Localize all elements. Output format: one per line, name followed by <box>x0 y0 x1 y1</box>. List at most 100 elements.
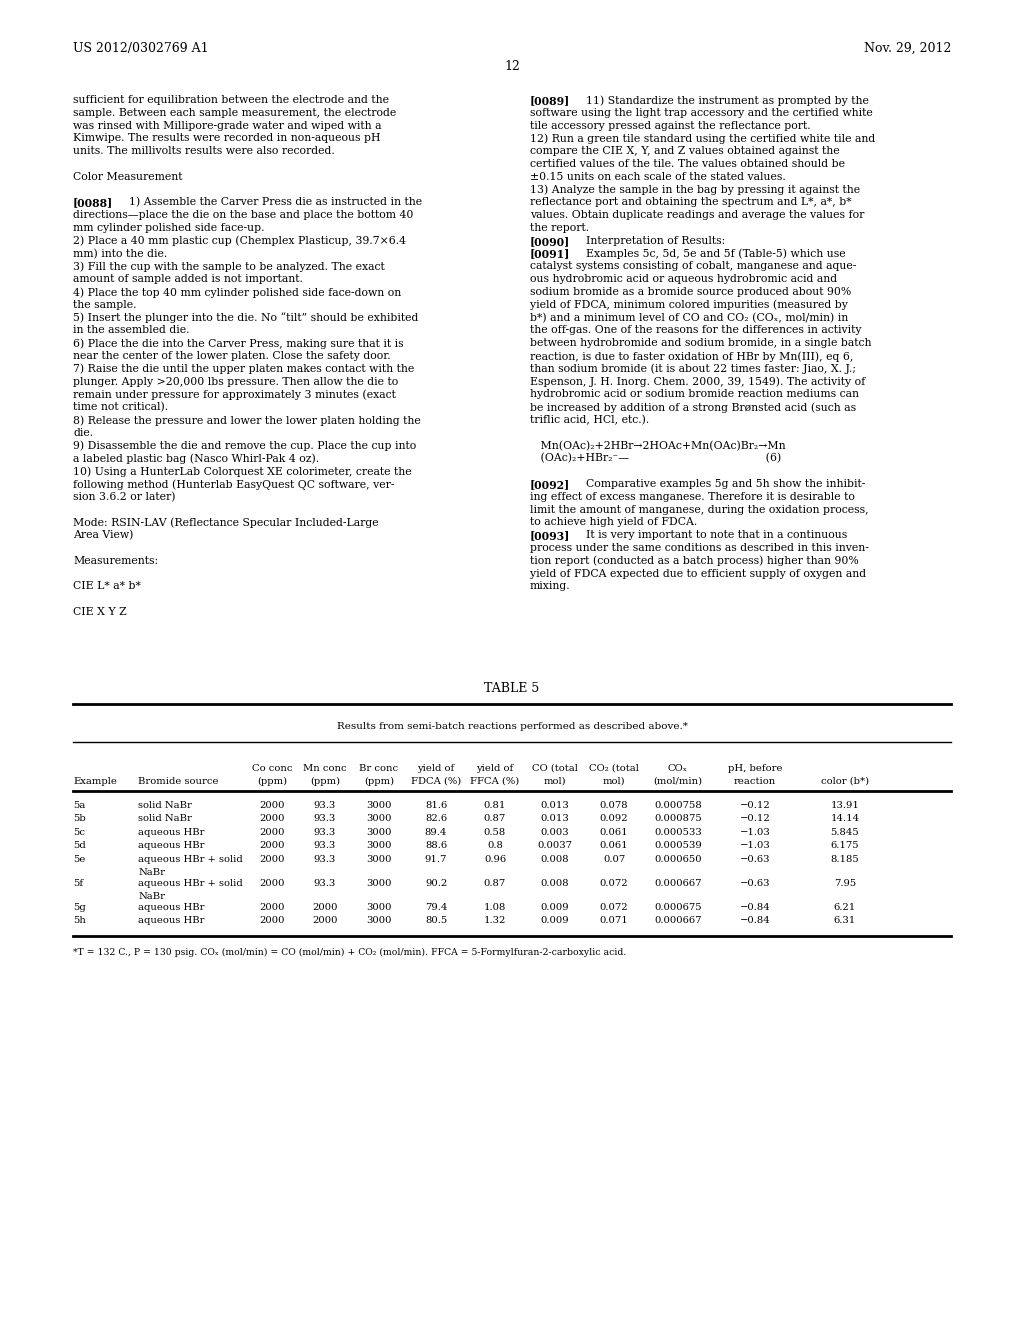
Text: to achieve high yield of FDCA.: to achieve high yield of FDCA. <box>530 517 697 528</box>
Text: Mode: RSIN-LAV (Reflectance Specular Included-Large: Mode: RSIN-LAV (Reflectance Specular Inc… <box>73 517 379 528</box>
Text: 12) Run a green tile standard using the certified white tile and: 12) Run a green tile standard using the … <box>530 133 876 144</box>
Text: ing effect of excess manganese. Therefore it is desirable to: ing effect of excess manganese. Therefor… <box>530 492 855 502</box>
Text: 2000: 2000 <box>312 916 338 925</box>
Text: Area View): Area View) <box>73 531 133 540</box>
Text: a labeled plastic bag (Nasco Whirl-Pak 4 oz).: a labeled plastic bag (Nasco Whirl-Pak 4… <box>73 453 319 463</box>
Text: ous hydrobromic acid or aqueous hydrobromic acid and: ous hydrobromic acid or aqueous hydrobro… <box>530 275 838 284</box>
Text: (ppm): (ppm) <box>364 777 394 787</box>
Text: 0.000667: 0.000667 <box>654 916 701 925</box>
Text: 7) Raise the die until the upper platen makes contact with the: 7) Raise the die until the upper platen … <box>73 364 415 375</box>
Text: 93.3: 93.3 <box>314 828 336 837</box>
Text: solid NaBr: solid NaBr <box>138 814 191 824</box>
Text: 5d: 5d <box>73 841 86 850</box>
Text: between hydrobromide and sodium bromide, in a single batch: between hydrobromide and sodium bromide,… <box>530 338 871 348</box>
Text: process under the same conditions as described in this inven-: process under the same conditions as des… <box>530 543 869 553</box>
Text: reflectance port and obtaining the spectrum and L*, a*, b*: reflectance port and obtaining the spect… <box>530 198 852 207</box>
Text: (ppm): (ppm) <box>257 777 287 787</box>
Text: 0.009: 0.009 <box>541 903 569 912</box>
Text: 80.5: 80.5 <box>425 916 447 925</box>
Text: 89.4: 89.4 <box>425 828 447 837</box>
Text: sample. Between each sample measurement, the electrode: sample. Between each sample measurement,… <box>73 108 396 117</box>
Text: aqueous HBr: aqueous HBr <box>138 828 205 837</box>
Text: catalyst systems consisting of cobalt, manganese and aque-: catalyst systems consisting of cobalt, m… <box>530 261 856 272</box>
Text: die.: die. <box>73 428 93 438</box>
Text: 5h: 5h <box>73 916 86 925</box>
Text: 0.013: 0.013 <box>541 801 569 810</box>
Text: TABLE 5: TABLE 5 <box>484 682 540 696</box>
Text: ±0.15 units on each scale of the stated values.: ±0.15 units on each scale of the stated … <box>530 172 785 182</box>
Text: 7.95: 7.95 <box>834 879 856 888</box>
Text: Interpretation of Results:: Interpretation of Results: <box>572 236 725 246</box>
Text: 0.000675: 0.000675 <box>654 903 701 912</box>
Text: 5.845: 5.845 <box>830 828 859 837</box>
Text: FDCA (%): FDCA (%) <box>411 777 461 785</box>
Text: 0.009: 0.009 <box>541 916 569 925</box>
Text: (mol/min): (mol/min) <box>653 777 702 785</box>
Text: remain under pressure for approximately 3 minutes (exact: remain under pressure for approximately … <box>73 389 396 400</box>
Text: 12: 12 <box>504 59 520 73</box>
Text: 0.000667: 0.000667 <box>654 879 701 888</box>
Text: than sodium bromide (it is about 22 times faster: Jiao, X. J.;: than sodium bromide (it is about 22 time… <box>530 364 856 375</box>
Text: *T = 132 C., P = 130 psig. COₓ (mol/min) = CO (mol/min) + CO₂ (mol/min). FFCA = : *T = 132 C., P = 130 psig. COₓ (mol/min)… <box>73 948 627 957</box>
Text: 3) Fill the cup with the sample to be analyzed. The exact: 3) Fill the cup with the sample to be an… <box>73 261 385 272</box>
Text: 0.008: 0.008 <box>541 879 569 888</box>
Text: 0.07: 0.07 <box>603 855 625 865</box>
Text: mol): mol) <box>603 777 626 785</box>
Text: 0.071: 0.071 <box>600 916 629 925</box>
Text: 0.87: 0.87 <box>484 879 506 888</box>
Text: 8.185: 8.185 <box>830 855 859 865</box>
Text: 88.6: 88.6 <box>425 841 447 850</box>
Text: 1.32: 1.32 <box>483 916 506 925</box>
Text: the report.: the report. <box>530 223 589 234</box>
Text: [0089]: [0089] <box>530 95 570 106</box>
Text: units. The millivolts results were also recorded.: units. The millivolts results were also … <box>73 147 335 156</box>
Text: Measurements:: Measurements: <box>73 556 158 566</box>
Text: reaction, is due to faster oxidation of HBr by Mn(III), eq 6,: reaction, is due to faster oxidation of … <box>530 351 853 362</box>
Text: aqueous HBr + solid: aqueous HBr + solid <box>138 879 243 888</box>
Text: 0.000758: 0.000758 <box>654 801 701 810</box>
Text: 1.08: 1.08 <box>483 903 506 912</box>
Text: b*) and a minimum level of CO and CO₂ (COₓ, mol/min) in: b*) and a minimum level of CO and CO₂ (C… <box>530 313 848 323</box>
Text: 9) Disassemble the die and remove the cup. Place the cup into: 9) Disassemble the die and remove the cu… <box>73 441 416 451</box>
Text: Bromide source: Bromide source <box>138 777 218 785</box>
Text: mixing.: mixing. <box>530 581 570 591</box>
Text: NaBr: NaBr <box>138 869 165 878</box>
Text: directions—place the die on the base and place the bottom 40: directions—place the die on the base and… <box>73 210 414 220</box>
Text: tion report (conducted as a batch process) higher than 90%: tion report (conducted as a batch proces… <box>530 556 859 566</box>
Text: 6.21: 6.21 <box>834 903 856 912</box>
Text: 0.003: 0.003 <box>541 828 569 837</box>
Text: aqueous HBr: aqueous HBr <box>138 903 205 912</box>
Text: (OAc)₂+HBr₂⁻—                                       (6): (OAc)₂+HBr₂⁻— (6) <box>530 453 781 463</box>
Text: hydrobromic acid or sodium bromide reaction mediums can: hydrobromic acid or sodium bromide react… <box>530 389 859 400</box>
Text: software using the light trap accessory and the certified white: software using the light trap accessory … <box>530 108 872 117</box>
Text: 93.3: 93.3 <box>314 879 336 888</box>
Text: 0.000539: 0.000539 <box>654 841 701 850</box>
Text: 3000: 3000 <box>367 841 392 850</box>
Text: 0.87: 0.87 <box>484 814 506 824</box>
Text: values. Obtain duplicate readings and average the values for: values. Obtain duplicate readings and av… <box>530 210 864 220</box>
Text: 1) Assemble the Carver Press die as instructed in the: 1) Assemble the Carver Press die as inst… <box>115 198 422 207</box>
Text: the sample.: the sample. <box>73 300 136 310</box>
Text: 2000: 2000 <box>259 855 285 865</box>
Text: sodium bromide as a bromide source produced about 90%: sodium bromide as a bromide source produ… <box>530 286 851 297</box>
Text: 4) Place the top 40 mm cylinder polished side face-down on: 4) Place the top 40 mm cylinder polished… <box>73 286 401 297</box>
Text: Nov. 29, 2012: Nov. 29, 2012 <box>863 42 951 55</box>
Text: 0.092: 0.092 <box>600 814 629 824</box>
Text: 0.072: 0.072 <box>600 903 629 912</box>
Text: color (b*): color (b*) <box>821 777 869 785</box>
Text: −0.63: −0.63 <box>739 855 770 865</box>
Text: yield of FDCA expected due to efficient supply of oxygen and: yield of FDCA expected due to efficient … <box>530 569 866 578</box>
Text: reaction: reaction <box>734 777 776 785</box>
Text: Color Measurement: Color Measurement <box>73 172 182 182</box>
Text: (ppm): (ppm) <box>310 777 340 787</box>
Text: 0.000533: 0.000533 <box>654 828 701 837</box>
Text: aqueous HBr + solid: aqueous HBr + solid <box>138 855 243 865</box>
Text: 5c: 5c <box>73 828 85 837</box>
Text: 2000: 2000 <box>259 841 285 850</box>
Text: following method (Hunterlab EasyQuest QC software, ver-: following method (Hunterlab EasyQuest QC… <box>73 479 394 490</box>
Text: CIE L* a* b*: CIE L* a* b* <box>73 581 141 591</box>
Text: −0.12: −0.12 <box>739 814 770 824</box>
Text: 0.061: 0.061 <box>600 828 629 837</box>
Text: 11) Standardize the instrument as prompted by the: 11) Standardize the instrument as prompt… <box>572 95 869 106</box>
Text: Mn(OAc)₂+2HBr→2HOAc+Mn(OAc)Br₂→Mn: Mn(OAc)₂+2HBr→2HOAc+Mn(OAc)Br₂→Mn <box>530 441 785 451</box>
